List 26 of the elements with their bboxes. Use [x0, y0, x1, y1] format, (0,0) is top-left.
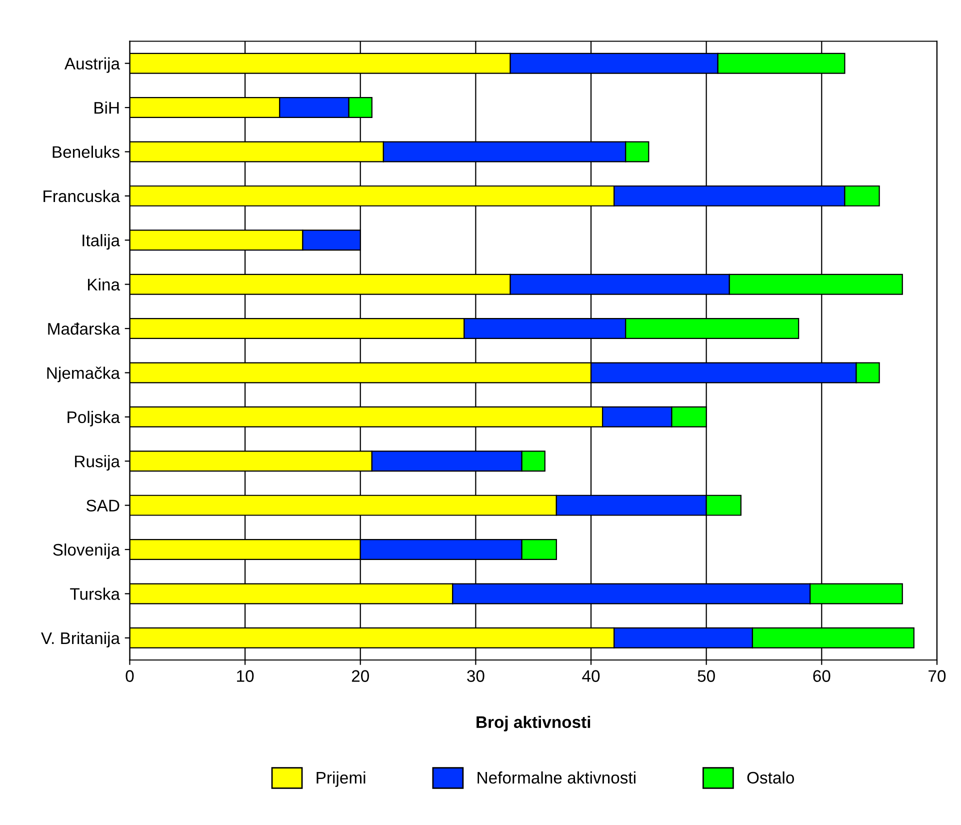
y-tick-label: Beneluks: [52, 146, 120, 158]
y-tick-label: Mađarska: [48, 322, 120, 335]
x-tick-label: 30: [467, 670, 484, 682]
y-tick-label: Rusija: [75, 455, 120, 471]
y-tick-label: Francuska: [44, 190, 120, 202]
y-tick-label: Slovenija: [53, 543, 120, 560]
x-tick-label: 0: [126, 670, 134, 682]
x-tick-label: 50: [698, 670, 715, 682]
x-tick-label: 10: [237, 670, 254, 682]
y-tick-label: Austrija: [64, 57, 120, 73]
y-tick-label: Kina: [88, 278, 120, 291]
y-tick-label: BiH: [94, 102, 119, 114]
x-tick-label: 40: [582, 670, 600, 682]
y-tick-label: Italija: [82, 234, 120, 250]
x-tick-label: 60: [813, 670, 830, 682]
x-tick-label: 70: [928, 670, 946, 682]
x-tick-label: 20: [352, 670, 369, 682]
legend-label: Prijemi: [316, 771, 366, 787]
y-tick-label: V. Britanija: [41, 632, 120, 648]
y-tick-label: Njemačka: [47, 366, 120, 382]
y-tick-label: Poljska: [68, 410, 120, 426]
y-tick-label: SAD: [86, 500, 120, 512]
y-tick-label: Turska: [70, 588, 120, 600]
x-axis-title: Broj aktivnosti: [476, 716, 590, 732]
legend-label: Neformalne aktivnosti: [478, 771, 636, 784]
legend-label: Ostalo: [747, 771, 794, 784]
